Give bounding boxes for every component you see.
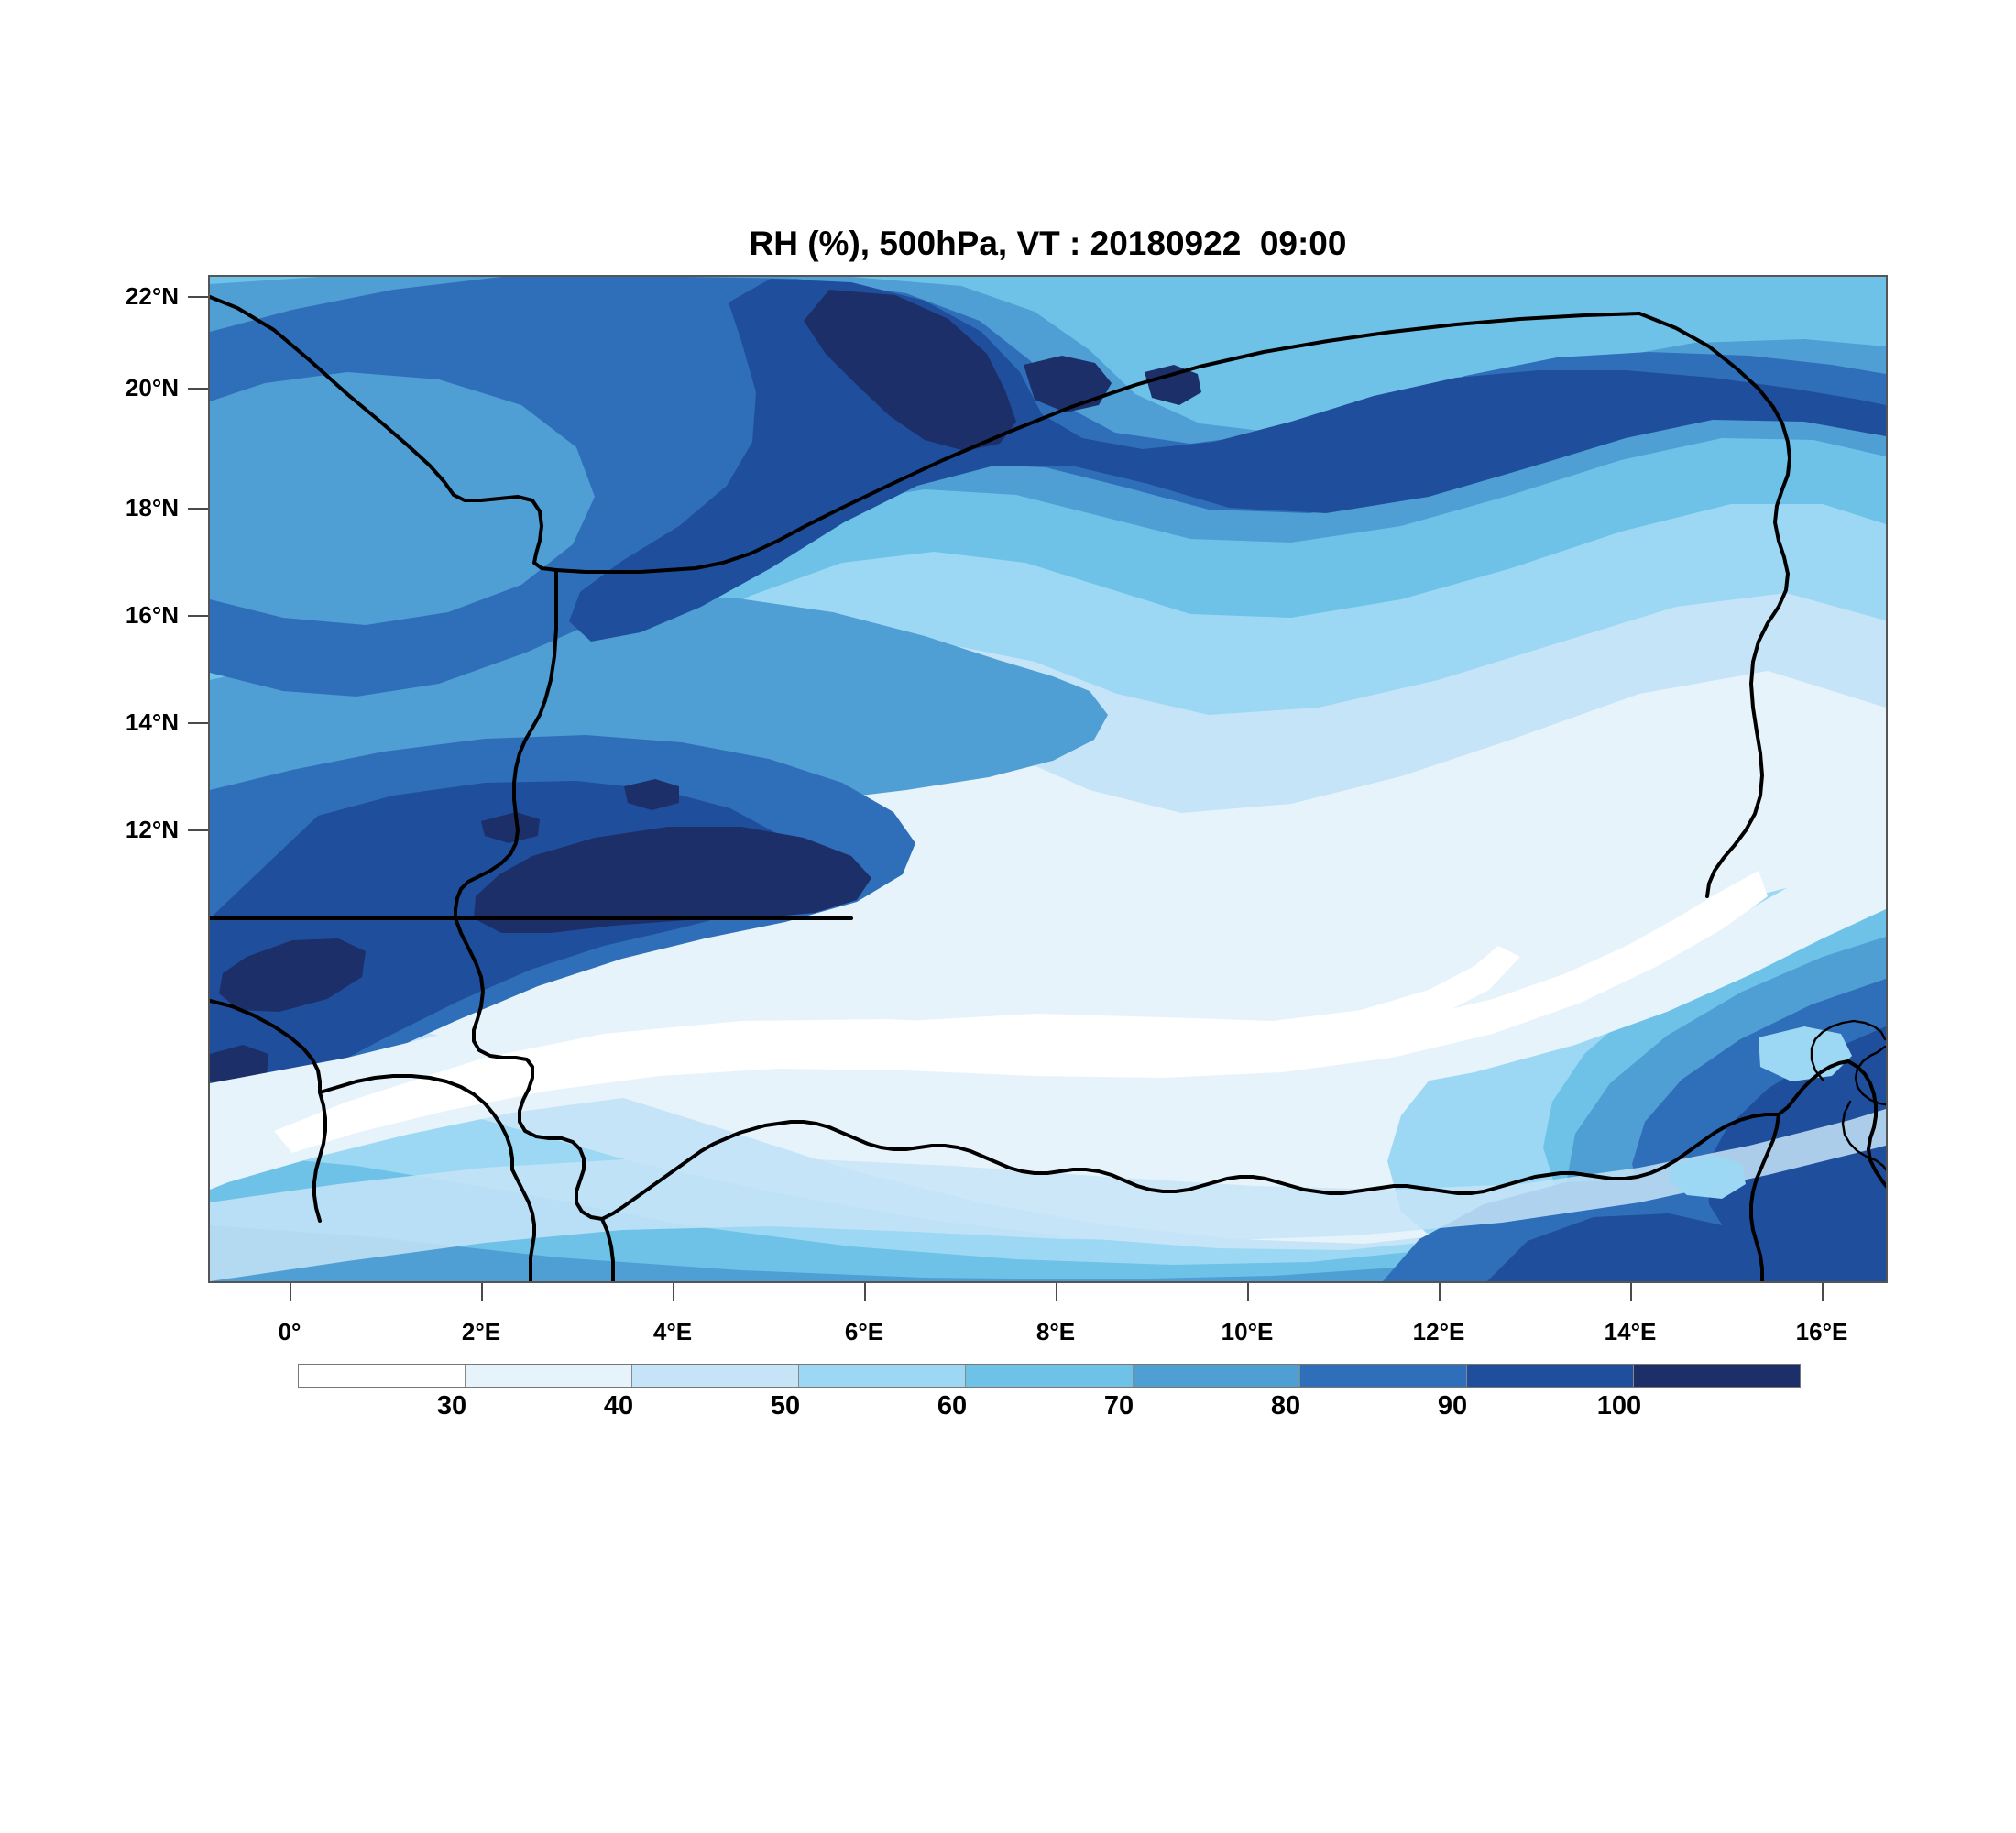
x-axis-label-12: 12°E — [1412, 1318, 1465, 1345]
map-frame — [208, 275, 1888, 1283]
y-tick-20 — [188, 388, 208, 390]
colorbar-label-80: 80 — [1270, 1391, 1301, 1421]
y-axis-label-12: 12°N — [125, 816, 179, 843]
colorbar-swatch-7 — [1466, 1365, 1634, 1387]
colorbar-swatch-5 — [1133, 1365, 1300, 1387]
x-axis-label-2: 2°E — [461, 1318, 501, 1345]
x-axis-label-16: 16°E — [1795, 1318, 1848, 1345]
colorbar-label-100: 100 — [1596, 1391, 1642, 1421]
colorbar-label-40: 40 — [603, 1391, 634, 1421]
y-axis-label-16: 16°N — [125, 601, 179, 629]
x-tick-16 — [1822, 1283, 1824, 1301]
contour-bands — [210, 277, 1886, 1281]
x-tick-6 — [864, 1283, 866, 1301]
colorbar-label-30: 30 — [436, 1391, 467, 1421]
y-tick-18 — [188, 508, 208, 510]
colorbar-swatch-8 — [1633, 1365, 1800, 1387]
colorbar-swatch-0 — [299, 1365, 466, 1387]
x-axis-label-6: 6°E — [844, 1318, 884, 1345]
x-tick-10 — [1247, 1283, 1249, 1301]
x-axis-label-8: 8°E — [1035, 1318, 1076, 1345]
y-tick-16 — [188, 615, 208, 617]
colorbar-label-70: 70 — [1103, 1391, 1134, 1421]
x-tick-0 — [290, 1283, 291, 1301]
y-axis-label-14: 14°N — [125, 708, 179, 736]
x-axis-label-14: 14°E — [1604, 1318, 1657, 1345]
colorbar-label-90: 90 — [1437, 1391, 1468, 1421]
colorbar-swatch-6 — [1299, 1365, 1467, 1387]
y-tick-14 — [188, 722, 208, 724]
map-panel[interactable] — [188, 275, 1888, 1301]
colorbar-label-50: 50 — [770, 1391, 801, 1421]
colorbar-swatch-3 — [799, 1365, 967, 1387]
y-axis-label-22: 22°N — [125, 282, 179, 310]
x-tick-8 — [1056, 1283, 1057, 1301]
x-axis-label-4: 4°E — [652, 1318, 693, 1345]
page-title: RH (%), 500hPa, VT : 20180922 09:00 — [749, 225, 1347, 262]
colorbar-swatch-4 — [966, 1365, 1134, 1387]
y-axis-label-18: 18°N — [125, 494, 179, 521]
colorbar-swatch-2 — [632, 1365, 800, 1387]
colorbar[interactable] — [298, 1364, 1801, 1388]
x-tick-4 — [673, 1283, 674, 1301]
x-axis-label-10: 10°E — [1221, 1318, 1274, 1345]
x-axis-label-0: 0° — [278, 1318, 301, 1345]
y-tick-22 — [188, 296, 208, 298]
x-tick-2 — [481, 1283, 483, 1301]
rh-contour-field — [210, 277, 1886, 1281]
colorbar-swatch-1 — [466, 1365, 633, 1387]
x-tick-14 — [1630, 1283, 1632, 1301]
x-tick-12 — [1439, 1283, 1441, 1301]
colorbar-label-60: 60 — [937, 1391, 968, 1421]
y-axis-label-20: 20°N — [125, 374, 179, 401]
y-tick-12 — [188, 829, 208, 831]
country-borders — [210, 295, 1886, 1281]
